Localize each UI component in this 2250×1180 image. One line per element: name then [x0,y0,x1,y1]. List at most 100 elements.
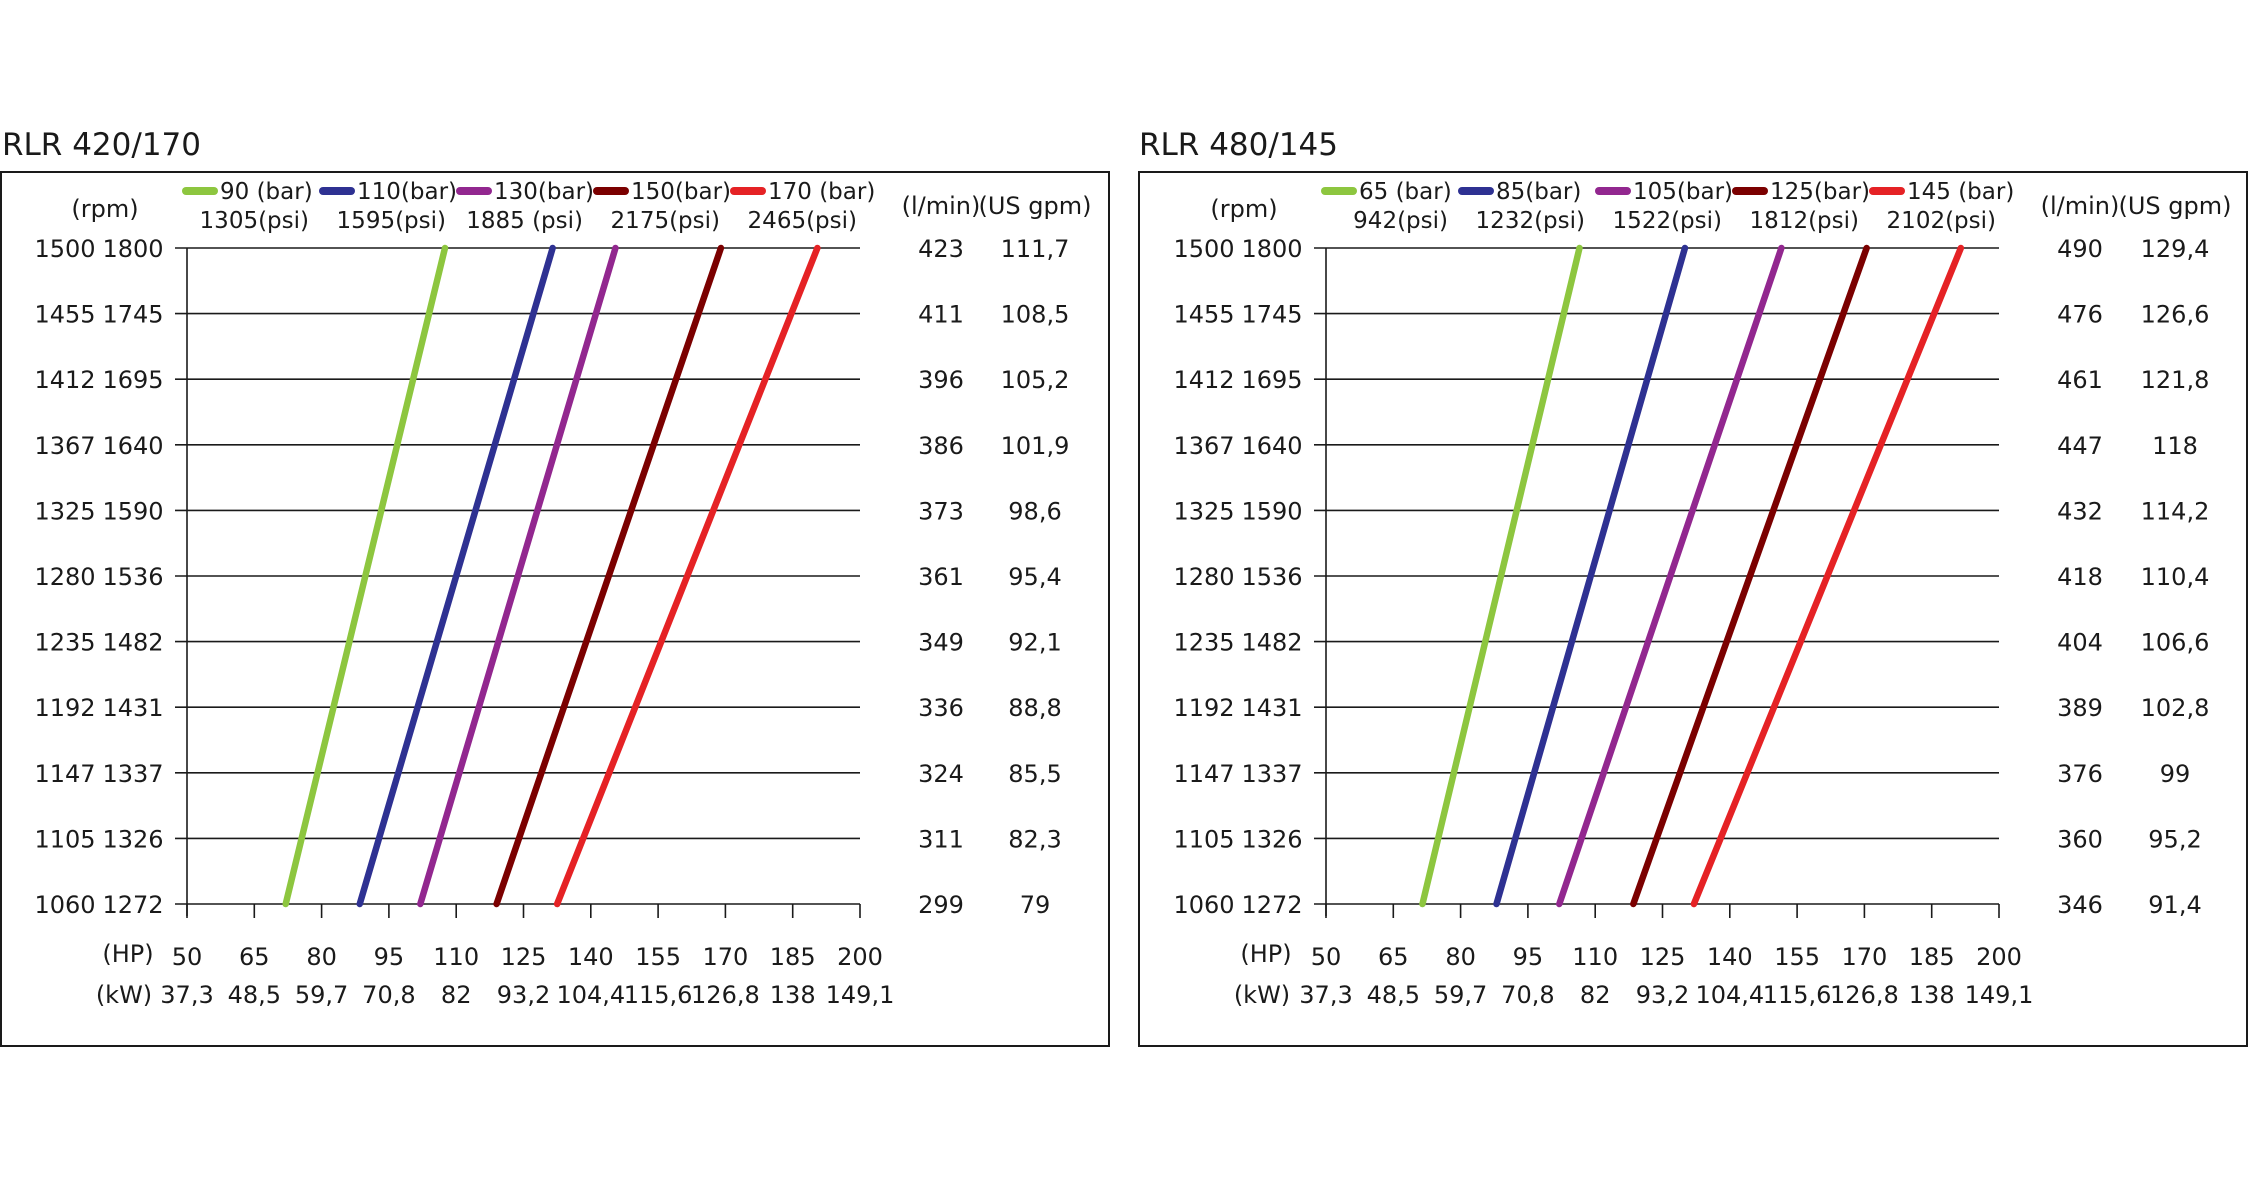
series-line [356,244,556,908]
y-tick-label-rpm-2: 1745 [102,301,163,329]
x-tick-label-hp: 110 [433,943,479,971]
y-tick-label-rpm-2: 1536 [102,563,163,591]
y-tick-label-rpm-2: 1800 [102,235,163,263]
y-tick-label-rpm-2: 1337 [102,760,163,788]
y-tick-label-lmin: 336 [918,694,964,722]
legend-label-bar: 150(bar) [631,179,731,205]
y-tick-label-gpm: 111,7 [1001,235,1070,263]
y-tick-label-lmin: 423 [918,235,964,263]
series-line [493,244,725,908]
x-tick-label-hp: 80 [306,943,337,971]
y-tick-label-gpm: 102,8 [2141,694,2210,722]
x-tick-label-hp: 155 [635,943,681,971]
y-tick-label-rpm-2: 1482 [102,629,163,657]
x-tick-label-kw: 37,3 [1299,981,1352,1009]
x-tick-label-hp: 65 [1378,943,1409,971]
legend-label-bar: 145 (bar) [1907,179,2014,205]
legend-label-psi: 1812(psi) [1750,208,1859,234]
y-tick-label-rpm-1: 1235 [34,629,95,657]
x-tick-label-hp: 140 [1707,943,1753,971]
y-tick-label-gpm: 129,4 [2141,235,2210,263]
legend-label-psi: 2465(psi) [748,208,857,234]
y-tick-label-rpm-1: 1147 [1173,760,1234,788]
y-tick-label-gpm: 108,5 [1001,301,1070,329]
y-tick-label-rpm-1: 1412 [34,366,95,394]
y-tick-label-gpm: 95,2 [2148,825,2201,853]
y-tick-label-rpm-2: 1800 [1241,235,1302,263]
legend-label-psi: 1305(psi) [200,208,309,234]
y-tick-label-rpm-2: 1326 [102,825,163,853]
chart-title: RLR 420/170 [2,127,201,163]
y-tick-label-lmin: 346 [2057,891,2103,919]
y-tick-label-lmin: 376 [2057,760,2103,788]
y-tick-label-gpm: 91,4 [2148,891,2201,919]
x-tick-label-hp: 125 [501,943,547,971]
x-tick-label-hp: 200 [837,943,883,971]
y-tick-label-rpm-2: 1695 [102,366,163,394]
y-tick-label-rpm-2: 1272 [1241,891,1302,919]
series-line [282,244,449,908]
y-tick-label-lmin: 360 [2057,825,2103,853]
y-tick-label-gpm: 98,6 [1008,497,1061,525]
legend-label-psi: 2102(psi) [1887,208,1996,234]
x-tick-label-hp: 170 [1841,943,1887,971]
x-tick-label-kw: 48,5 [228,981,281,1009]
y-tick-label-rpm-2: 1640 [102,432,163,460]
legend-label-psi: 1595(psi) [337,208,446,234]
y-tick-label-rpm-2: 1337 [1241,760,1302,788]
x-tick-label-kw: 82 [1580,981,1611,1009]
y-tick-label-lmin: 373 [918,497,964,525]
y-tick-label-gpm: 99 [2160,760,2191,788]
x-tick-label-kw: 138 [770,981,816,1009]
y-tick-label-lmin: 386 [918,432,964,460]
y-tick-label-rpm-1: 1105 [34,825,95,853]
y-tick-label-lmin: 311 [918,825,964,853]
y-axis-label-gpm: (US gpm) [978,192,1091,220]
y-tick-label-gpm: 92,1 [1008,629,1061,657]
legend-label-bar: 130(bar) [494,179,594,205]
x-tick-label-kw: 48,5 [1367,981,1420,1009]
y-tick-label-rpm-1: 1500 [34,235,95,263]
y-tick-label-lmin: 324 [918,760,964,788]
y-axis-label-gpm: (US gpm) [2118,192,2231,220]
legend-label-bar: 110(bar) [357,179,457,205]
legend-label-psi: 1522(psi) [1613,208,1722,234]
y-tick-label-lmin: 418 [2057,563,2103,591]
x-axis-label-kw: (kW) [96,981,152,1009]
legend-label-bar: 90 (bar) [220,179,313,205]
y-tick-label-rpm-1: 1280 [34,563,95,591]
x-tick-label-hp: 125 [1640,943,1686,971]
series-line [553,244,821,908]
y-tick-label-rpm-1: 1060 [1173,891,1234,919]
x-tick-label-hp: 50 [1311,943,1342,971]
x-tick-label-kw: 59,7 [295,981,348,1009]
y-tick-label-rpm-2: 1590 [1241,497,1302,525]
x-tick-label-kw: 93,2 [497,981,550,1009]
series-line [1493,244,1689,908]
y-tick-label-rpm-1: 1412 [1173,366,1234,394]
y-tick-label-lmin: 389 [2057,694,2103,722]
y-tick-label-rpm-1: 1060 [34,891,95,919]
chart-frame [0,171,1110,1047]
x-tick-label-kw: 126,8 [691,981,760,1009]
y-tick-label-lmin: 396 [918,366,964,394]
x-tick-label-kw: 104,4 [1695,981,1764,1009]
x-tick-label-kw: 115,6 [1763,981,1832,1009]
x-tick-label-hp: 185 [770,943,816,971]
y-tick-label-rpm-1: 1192 [1173,694,1234,722]
x-tick-label-kw: 149,1 [826,981,895,1009]
x-tick-label-kw: 37,3 [160,981,213,1009]
y-tick-label-lmin: 490 [2057,235,2103,263]
legend-label-psi: 1885 (psi) [466,208,583,234]
y-tick-label-rpm-1: 1325 [34,497,95,525]
series-line [1630,244,1870,908]
x-tick-label-kw: 82 [441,981,472,1009]
y-tick-label-gpm: 95,4 [1008,563,1061,591]
y-tick-label-lmin: 349 [918,629,964,657]
legend-label-bar: 105(bar) [1633,179,1733,205]
y-tick-label-lmin: 461 [2057,366,2103,394]
y-tick-label-gpm: 126,6 [2141,301,2210,329]
chart-title: RLR 480/145 [1139,127,1338,163]
y-tick-label-lmin: 411 [918,301,964,329]
y-tick-label-gpm: 110,4 [2141,563,2210,591]
